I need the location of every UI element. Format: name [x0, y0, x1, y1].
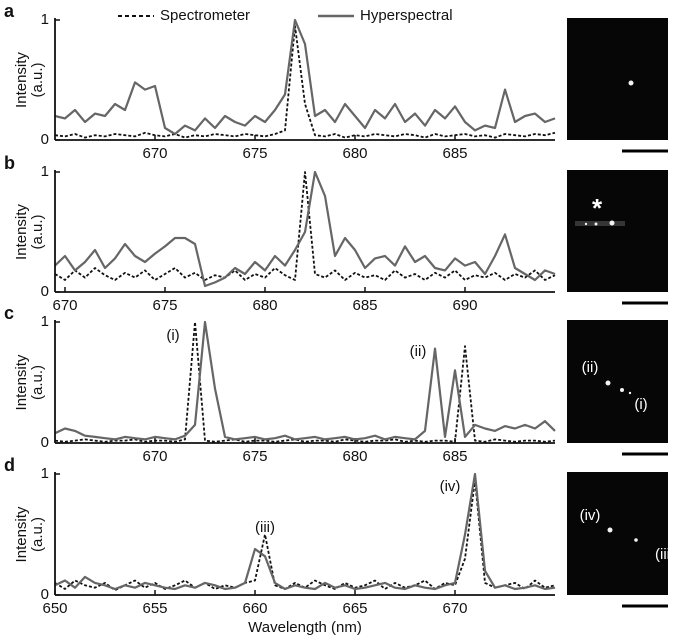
- image-spot: [628, 80, 634, 86]
- image-glow: [575, 221, 625, 226]
- image-spot: [620, 388, 624, 392]
- y-tick-label: 0: [41, 586, 49, 603]
- series-line: [54, 18, 556, 136]
- x-tick-label: 685: [442, 145, 467, 162]
- x-tick-label: 675: [152, 297, 177, 314]
- x-tick-label: 690: [452, 297, 477, 314]
- legend-label: Spectrometer: [160, 7, 250, 24]
- x-tick-label: 675: [242, 145, 267, 162]
- x-tick-label: 685: [442, 448, 467, 465]
- x-tick-label: 670: [142, 145, 167, 162]
- x-tick-label: 650: [42, 600, 67, 617]
- x-tick-label: 675: [242, 448, 267, 465]
- y-tick-label: 1: [41, 465, 49, 482]
- y-axis-label: Intensity: [13, 506, 30, 562]
- x-tick-label: 685: [352, 297, 377, 314]
- image-label: *: [592, 193, 603, 223]
- x-tick-label: 655: [142, 600, 167, 617]
- x-axis-label: Wavelength (nm): [248, 619, 362, 636]
- panel-label: b: [4, 153, 15, 173]
- image-label: (i): [634, 396, 647, 413]
- image-spot: [594, 222, 598, 226]
- x-tick-label: 665: [342, 600, 367, 617]
- annotation: (iv): [440, 478, 461, 495]
- series-line: [54, 472, 556, 591]
- image-label: (ii): [582, 359, 599, 376]
- y-axis-label: Intensity: [13, 354, 30, 410]
- y-axis-label: (a.u.): [29, 214, 46, 249]
- image-label: (iv): [580, 507, 601, 524]
- y-tick-label: 1: [41, 163, 49, 180]
- image-spot: [628, 391, 632, 395]
- series-line: [54, 170, 556, 288]
- image-spot: [634, 538, 638, 542]
- x-tick-label: 660: [242, 600, 267, 617]
- image-label: (iii): [655, 546, 675, 563]
- legend-label: Hyperspectral: [360, 7, 453, 24]
- y-tick-label: 1: [41, 313, 49, 330]
- y-axis-label: Intensity: [13, 52, 30, 108]
- series-line: [54, 321, 556, 443]
- y-axis-label: Intensity: [13, 204, 30, 260]
- x-tick-label: 680: [342, 145, 367, 162]
- series-line: [54, 320, 556, 441]
- image-spot: [584, 222, 588, 226]
- annotation: (iii): [255, 519, 275, 536]
- y-axis-label: (a.u.): [29, 517, 46, 552]
- x-tick-label: 680: [252, 297, 277, 314]
- x-tick-label: 670: [142, 448, 167, 465]
- y-tick-label: 1: [41, 11, 49, 28]
- panel-label: d: [4, 455, 15, 475]
- panel-label: a: [4, 1, 15, 21]
- image-spot: [605, 380, 611, 386]
- panel-label: c: [4, 303, 14, 323]
- image-spot: [607, 527, 613, 533]
- camera-image: [567, 320, 668, 443]
- series-line: [54, 171, 556, 281]
- camera-image: [567, 18, 668, 140]
- y-axis-label: (a.u.): [29, 62, 46, 97]
- x-tick-label: 670: [52, 297, 77, 314]
- y-tick-label: 0: [41, 131, 49, 148]
- image-spot: [609, 220, 615, 226]
- camera-image: [567, 170, 668, 292]
- series-line: [54, 25, 556, 139]
- camera-image: [567, 472, 668, 595]
- annotation: (ii): [410, 343, 427, 360]
- y-tick-label: 0: [41, 283, 49, 300]
- x-tick-label: 670: [442, 600, 467, 617]
- y-axis-label: (a.u.): [29, 365, 46, 400]
- annotation: (i): [166, 327, 179, 344]
- x-tick-label: 680: [342, 448, 367, 465]
- y-tick-label: 0: [41, 434, 49, 451]
- series-line: [54, 479, 556, 592]
